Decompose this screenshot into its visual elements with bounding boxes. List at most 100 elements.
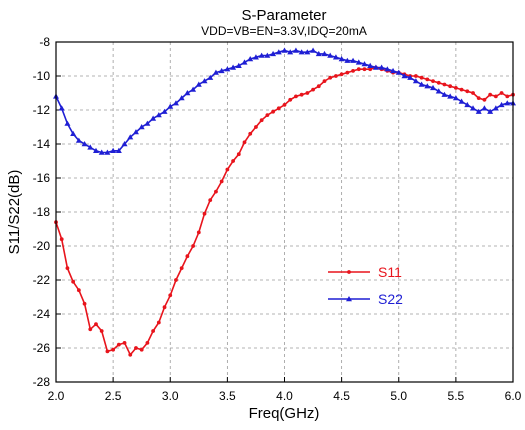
data-point-s22 <box>384 66 391 72</box>
y-tick-label: -8 <box>39 35 50 49</box>
data-point-s11 <box>505 94 510 99</box>
y-tick-label: -28 <box>33 375 51 389</box>
data-point-s11 <box>139 347 144 352</box>
data-point-s22 <box>132 129 139 135</box>
data-point-s22 <box>412 78 419 84</box>
data-point-s22 <box>92 147 99 153</box>
data-point-s22 <box>247 56 254 62</box>
data-point-s11 <box>105 349 110 354</box>
legend-marker-s11 <box>347 270 351 274</box>
chart-subtitle: VDD=VB=EN=3.3V,IDQ=20mA <box>201 24 367 38</box>
grid-lines <box>56 42 513 382</box>
data-point-s22 <box>218 67 225 74</box>
data-point-s22 <box>264 52 271 58</box>
data-point-s11 <box>351 69 355 73</box>
data-point-s11 <box>322 79 327 83</box>
legend: S11 S22 <box>328 264 403 307</box>
data-point-s22 <box>355 59 362 65</box>
data-point-s22 <box>212 69 219 75</box>
series-line-s22 <box>55 49 513 154</box>
data-point-s11 <box>431 79 435 83</box>
data-point-s22 <box>190 86 197 92</box>
data-point-s22 <box>424 83 431 89</box>
data-point-s22 <box>195 81 202 87</box>
data-point-s22 <box>275 49 282 55</box>
data-point-s22 <box>98 149 105 155</box>
data-point-s11 <box>345 70 350 75</box>
data-point-s11 <box>88 327 93 332</box>
y-axis-title: S11/S22(dB) <box>6 170 23 255</box>
data-point-s22 <box>115 147 122 153</box>
data-point-s11 <box>202 211 207 216</box>
data-point-s11 <box>236 152 241 157</box>
x-tick-label: 3.5 <box>219 389 236 403</box>
data-point-s11 <box>436 80 441 85</box>
x-tick-label: 2.5 <box>105 389 122 403</box>
data-point-s22 <box>258 52 265 58</box>
data-point-s11 <box>413 74 418 78</box>
data-point-s11 <box>442 82 447 87</box>
data-point-s22 <box>321 50 328 57</box>
data-point-s22 <box>338 56 345 62</box>
y-tick-label: -14 <box>33 137 51 151</box>
data-point-s22 <box>87 144 94 150</box>
y-tick-label: -24 <box>33 307 51 321</box>
data-point-s22 <box>310 47 317 53</box>
data-point-s22 <box>367 62 374 68</box>
data-point-s11 <box>471 91 475 95</box>
data-point-s11 <box>191 244 196 248</box>
data-point-s11 <box>265 113 270 117</box>
data-point-s11 <box>214 189 218 194</box>
data-point-s22 <box>464 101 471 108</box>
data-point-s22 <box>378 64 385 70</box>
data-point-s22 <box>372 64 379 70</box>
data-point-s11 <box>294 94 298 99</box>
data-point-s11 <box>476 96 481 100</box>
data-point-s22 <box>184 90 191 96</box>
data-point-s11 <box>339 72 344 77</box>
data-point-s11 <box>425 77 430 82</box>
data-point-s11 <box>122 341 127 345</box>
data-point-s11 <box>465 89 470 94</box>
data-point-s22 <box>304 49 311 55</box>
data-point-s11 <box>128 352 133 357</box>
data-point-s22 <box>430 84 437 91</box>
data-point-s22 <box>127 134 134 140</box>
data-point-s11 <box>76 288 81 293</box>
data-point-s11 <box>259 118 264 123</box>
data-point-s22 <box>178 95 185 101</box>
data-point-s11 <box>156 320 161 325</box>
legend-label-s11: S11 <box>378 264 402 280</box>
data-point-s22 <box>498 101 505 108</box>
data-point-s11 <box>219 179 224 184</box>
data-point-s22 <box>81 141 88 147</box>
data-point-s11 <box>311 87 315 92</box>
x-tick-label: 3.0 <box>162 389 179 403</box>
data-point-s22 <box>298 49 305 55</box>
data-point-s22 <box>172 100 179 106</box>
data-point-s11 <box>208 198 213 203</box>
x-tick-label: 4.5 <box>333 389 350 403</box>
data-point-s11 <box>288 97 293 102</box>
data-point-s11 <box>316 84 321 89</box>
data-point-s22 <box>344 57 351 63</box>
data-point-s22 <box>361 61 368 67</box>
data-point-s22 <box>504 100 511 106</box>
data-point-s11 <box>453 86 458 90</box>
data-point-s22 <box>475 108 482 114</box>
data-point-s11 <box>116 342 121 347</box>
data-point-s22 <box>395 69 402 75</box>
data-point-s22 <box>104 149 111 155</box>
data-point-s22 <box>315 50 322 57</box>
data-point-s11 <box>59 237 64 242</box>
data-point-s11 <box>168 293 173 298</box>
data-point-s11 <box>134 346 138 350</box>
data-point-s11 <box>493 94 498 99</box>
data-point-s22 <box>241 59 248 65</box>
legend-label-s22: S22 <box>378 291 403 307</box>
x-tick-label: 5.0 <box>390 389 407 403</box>
data-point-s22 <box>201 78 208 84</box>
data-point-s22 <box>470 105 477 111</box>
x-tick-label: 6.0 <box>505 389 522 403</box>
